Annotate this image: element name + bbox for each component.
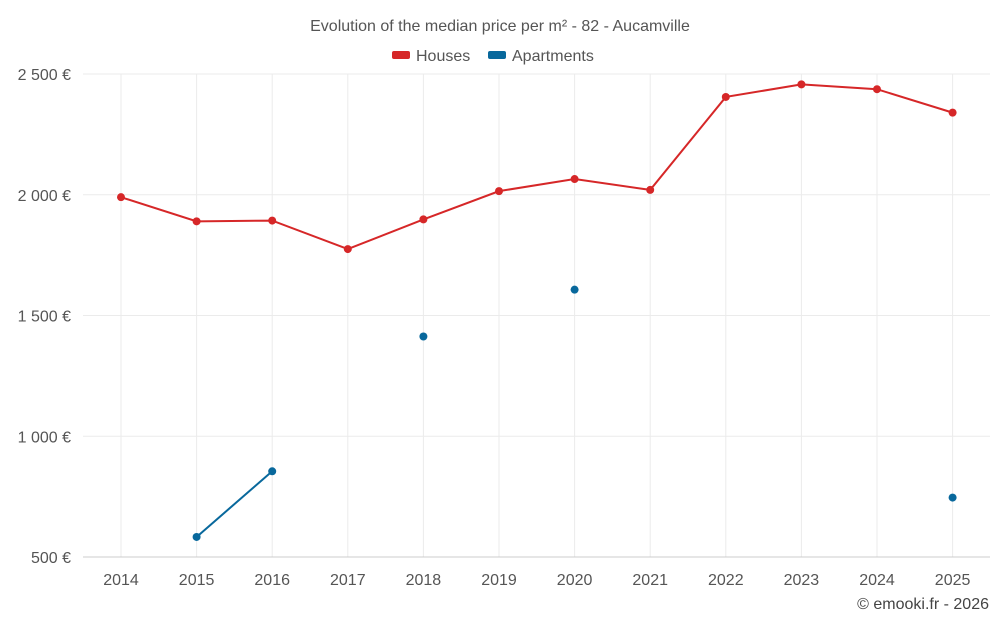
x-tick-label: 2025 bbox=[935, 572, 971, 589]
data-point-apartments-2018[interactable] bbox=[419, 332, 428, 341]
legend-item-houses[interactable]: Houses bbox=[392, 48, 470, 65]
chart-title: Evolution of the median price per m² - 8… bbox=[310, 18, 690, 35]
y-tick-label: 2 500 € bbox=[18, 67, 71, 84]
data-point-apartments-2015[interactable] bbox=[192, 532, 201, 541]
x-tick-label: 2018 bbox=[406, 572, 442, 589]
y-tick-label: 1 000 € bbox=[18, 429, 71, 446]
data-point-houses-2015[interactable] bbox=[192, 217, 201, 226]
data-point-apartments-2020[interactable] bbox=[570, 285, 579, 294]
data-point-apartments-2025[interactable] bbox=[948, 493, 957, 502]
x-tick-label: 2016 bbox=[254, 572, 290, 589]
y-tick-label: 1 500 € bbox=[18, 309, 71, 326]
series-houses bbox=[117, 80, 957, 254]
data-point-houses-2023[interactable] bbox=[797, 80, 806, 89]
legend: Houses Apartments bbox=[392, 48, 594, 65]
x-tick-label: 2024 bbox=[859, 572, 895, 589]
credit-text: © emooki.fr - 2026 bbox=[857, 596, 989, 613]
y-tick-label: 500 € bbox=[31, 550, 71, 567]
series-line-houses bbox=[120, 83, 953, 251]
legend-label: Houses bbox=[416, 48, 470, 65]
data-point-houses-2025[interactable] bbox=[948, 108, 957, 117]
legend-item-apartments[interactable]: Apartments bbox=[488, 48, 594, 65]
data-point-houses-2017[interactable] bbox=[343, 245, 352, 254]
x-tick-label: 2019 bbox=[481, 572, 517, 589]
data-point-houses-2022[interactable] bbox=[721, 92, 730, 101]
y-gridlines bbox=[83, 73, 990, 437]
data-point-houses-2019[interactable] bbox=[495, 187, 503, 196]
x-tick-label: 2021 bbox=[632, 572, 668, 589]
x-tick-label: 2015 bbox=[179, 572, 215, 589]
data-point-houses-2016[interactable] bbox=[268, 216, 277, 225]
legend-swatch bbox=[392, 51, 410, 59]
data-point-houses-2014[interactable] bbox=[117, 193, 125, 202]
x-tick-label: 2014 bbox=[103, 572, 139, 589]
x-tick-label: 2017 bbox=[330, 572, 366, 589]
data-point-houses-2018[interactable] bbox=[419, 215, 428, 224]
x-tick-label: 2020 bbox=[557, 572, 593, 589]
y-axis-labels: 500 € 1 000 € 1 500 € 2 000 € 2 500 € bbox=[18, 67, 71, 567]
x-tick-label: 2022 bbox=[708, 572, 744, 589]
x-tick-label: 2023 bbox=[784, 572, 820, 589]
data-point-houses-2021[interactable] bbox=[646, 185, 655, 194]
x-axis-labels: 2014 2015 2016 2017 2018 2019 2020 2021 2022 2023… bbox=[103, 572, 970, 589]
legend-label: Apartments bbox=[512, 48, 594, 65]
data-point-houses-2020[interactable] bbox=[570, 175, 579, 184]
data-point-apartments-2016[interactable] bbox=[268, 467, 277, 476]
series-layer bbox=[117, 80, 957, 541]
series-line-apartments bbox=[195, 470, 273, 538]
y-tick-label: 2 000 € bbox=[18, 188, 71, 205]
data-point-houses-2024[interactable] bbox=[873, 85, 881, 94]
series-apartments bbox=[192, 285, 957, 541]
legend-swatch bbox=[488, 51, 506, 59]
